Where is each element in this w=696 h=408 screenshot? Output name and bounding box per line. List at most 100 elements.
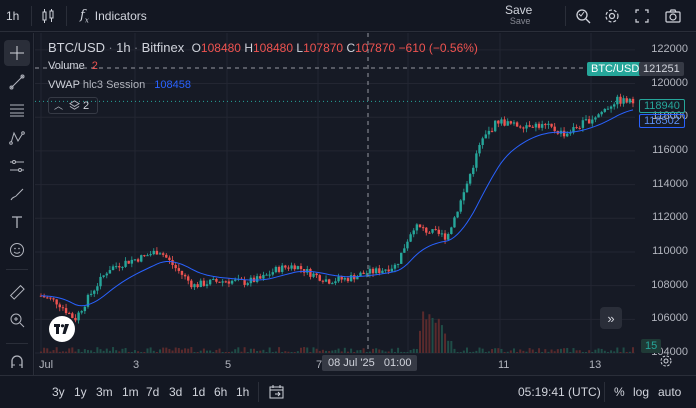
range-button-1y[interactable]: 1y	[74, 376, 87, 408]
candle-body	[321, 280, 325, 282]
high-label: H	[244, 41, 253, 55]
range-button-1m[interactable]: 1m	[122, 376, 139, 408]
last-price-tag: 118940	[639, 99, 685, 113]
forecast-tool-icon[interactable]	[4, 153, 30, 179]
candle-body	[293, 265, 296, 270]
chevron-up-icon: ︿	[54, 101, 64, 111]
zoom-in-icon[interactable]	[4, 307, 30, 333]
volume-bar	[606, 352, 609, 353]
volume-bar	[566, 347, 569, 353]
candle-body	[481, 138, 484, 146]
timezone-clock[interactable]: 05:19:41 (UTC)	[518, 376, 601, 408]
tradingview-logo[interactable]	[49, 316, 75, 342]
range-label: 1y	[74, 385, 87, 399]
volume-bar	[237, 347, 240, 353]
volume-bar	[434, 322, 437, 353]
candle-body	[299, 266, 303, 270]
quick-search-icon[interactable]	[574, 0, 592, 32]
settings-gear-icon[interactable]	[603, 0, 621, 32]
candle-body	[434, 229, 437, 231]
volume-bar	[616, 347, 619, 353]
change-value: −610 (−0.56%)	[398, 41, 478, 55]
range-button-1h[interactable]: 1h	[236, 376, 249, 408]
range-button-3y[interactable]: 3y	[52, 376, 65, 408]
candles-icon[interactable]	[40, 0, 56, 32]
candle-body	[152, 250, 155, 255]
chart-pane[interactable]: BTC/USD · 1h · Bitfinex O108480 H108480 …	[35, 33, 696, 375]
candle-body	[296, 266, 300, 270]
goto-date-calendar-icon[interactable]	[268, 376, 286, 408]
volume-bar	[221, 352, 224, 353]
vwap-value: 108458	[154, 79, 192, 91]
volume-bar	[77, 349, 80, 353]
range-button-1d[interactable]: 1d	[192, 376, 205, 408]
candle-body	[52, 298, 55, 300]
axis-settings-gear-icon[interactable]	[656, 351, 676, 371]
candle-body	[528, 125, 531, 127]
crosshair-tool-icon[interactable]	[4, 40, 30, 66]
candle-body	[381, 270, 384, 273]
candle-body	[306, 269, 309, 273]
volume-bar	[68, 348, 71, 353]
candle-body	[569, 132, 572, 134]
volume-value: 2	[91, 60, 98, 72]
low-value: 107870	[303, 41, 344, 55]
volume-bar	[328, 351, 331, 353]
percent-label: %	[614, 385, 625, 399]
candle-body	[108, 270, 112, 274]
range-button-6h[interactable]: 6h	[214, 376, 227, 408]
interval-button[interactable]: 1h	[6, 0, 19, 32]
candle-body	[487, 130, 491, 135]
candle-body	[418, 224, 422, 228]
collapse-indicators-button[interactable]: ︿ 2	[48, 97, 98, 114]
volume-bar	[274, 351, 277, 353]
save-button[interactable]: Save Save	[505, 0, 532, 32]
range-button-3d[interactable]: 3d	[169, 376, 182, 408]
log-toggle[interactable]: log	[633, 376, 649, 408]
candle-body	[102, 275, 105, 277]
indicators-button[interactable]: fx Indicators	[80, 0, 147, 32]
volume-bar	[40, 351, 42, 353]
candle-body	[603, 109, 607, 112]
candle-body	[259, 276, 262, 279]
candle-body	[136, 259, 140, 262]
percent-toggle[interactable]: %	[614, 376, 625, 408]
pattern-tool-icon[interactable]	[4, 125, 30, 151]
emoji-icon[interactable]	[4, 237, 30, 263]
candle-body	[77, 312, 80, 321]
volume-bar	[196, 352, 199, 353]
brush-tool-icon[interactable]	[4, 181, 30, 207]
candle-body	[519, 126, 522, 128]
text-tool-icon[interactable]	[4, 209, 30, 235]
legend-separator: ·	[133, 40, 139, 55]
fullscreen-icon[interactable]	[634, 0, 650, 32]
range-button-7d[interactable]: 7d	[146, 376, 159, 408]
volume-bar	[108, 350, 111, 353]
candle-body	[218, 281, 221, 283]
volume-bar	[419, 330, 422, 353]
candle-body	[390, 268, 394, 272]
collapsed-count: 2	[83, 99, 90, 112]
camera-icon[interactable]	[664, 0, 682, 32]
candle-body	[462, 192, 466, 201]
candle-body	[58, 304, 61, 308]
range-button-3m[interactable]: 3m	[96, 376, 113, 408]
price-chart[interactable]	[35, 33, 696, 375]
volume-bar	[202, 348, 205, 353]
magnet-icon[interactable]	[4, 349, 30, 375]
volume-bar	[437, 318, 440, 353]
volume-legend[interactable]: Volume 2	[48, 60, 98, 72]
candle-body	[327, 279, 331, 284]
vwap-legend[interactable]: VWAP hlc3 Session 108458	[48, 79, 191, 91]
volume-bar	[487, 351, 490, 353]
fib-retracement-icon[interactable]	[4, 97, 30, 123]
range-label: 1d	[192, 385, 206, 399]
legend-symbol[interactable]: BTC/USD	[48, 40, 106, 55]
auto-toggle[interactable]: auto	[658, 376, 681, 408]
candle-body	[387, 269, 390, 272]
ruler-icon[interactable]	[4, 279, 30, 305]
scroll-to-realtime-button[interactable]: »	[600, 307, 622, 329]
trendline-tool-icon[interactable]	[4, 69, 30, 95]
candle-body	[600, 111, 603, 115]
log-label: log	[633, 385, 650, 399]
